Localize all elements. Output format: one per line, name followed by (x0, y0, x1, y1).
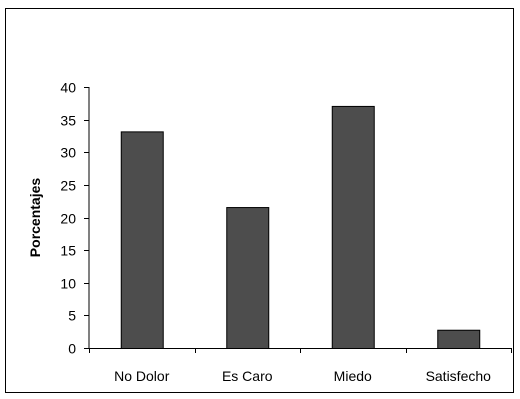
y-tick-label: 30 (60, 145, 76, 161)
y-tick-label: 35 (60, 113, 76, 129)
y-tick-label: 40 (60, 80, 76, 96)
x-category-label: No Dolor (114, 368, 170, 384)
y-tick-label: 25 (60, 178, 76, 194)
y-tick-label: 20 (60, 211, 76, 227)
y-tick-label: 0 (68, 341, 76, 357)
x-axis: No Dolor Es Caro Miedo Satisfecho (89, 348, 512, 384)
y-tick-label: 5 (68, 308, 76, 324)
y-tick-label: 10 (60, 276, 76, 292)
bar (120, 131, 164, 349)
y-axis: 0 5 10 15 20 25 30 35 40 (60, 80, 90, 357)
bar (226, 207, 270, 349)
bars (120, 105, 481, 350)
bar (437, 329, 481, 350)
x-category-label: Miedo (334, 368, 372, 384)
y-tick-label: 15 (60, 243, 76, 259)
x-category-label: Satisfecho (426, 368, 492, 384)
bar (331, 105, 375, 349)
x-category-label: Es Caro (222, 368, 273, 384)
y-axis-title: Porcentajes (27, 178, 43, 258)
